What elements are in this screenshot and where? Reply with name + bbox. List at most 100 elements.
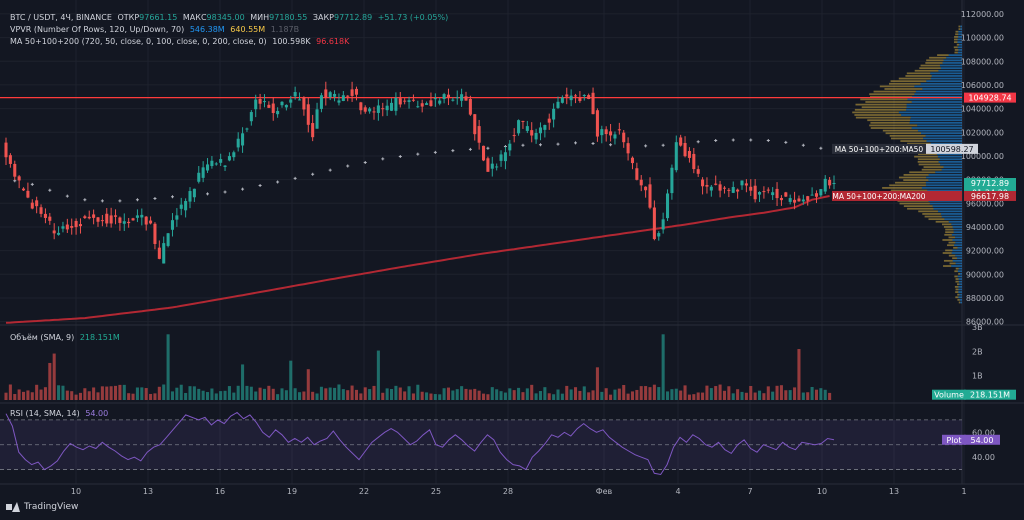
volume-bar-down bbox=[127, 393, 131, 400]
candle-up bbox=[210, 160, 214, 167]
price-tick-label: 106000.00 bbox=[961, 81, 1004, 90]
candle-up bbox=[771, 192, 775, 196]
volume-bar-down bbox=[302, 391, 306, 400]
volume-pane[interactable] bbox=[4, 334, 832, 400]
volume-bar-down bbox=[473, 388, 477, 400]
candle-up bbox=[560, 97, 564, 103]
candle-down bbox=[446, 94, 451, 98]
volume-bar-down bbox=[749, 386, 753, 400]
rsi-pane[interactable] bbox=[0, 411, 962, 476]
volume-legend[interactable]: Объём (SMA, 9) 218.151M bbox=[10, 333, 123, 343]
candle-up bbox=[175, 215, 179, 220]
candle-down bbox=[8, 155, 12, 164]
volume-bar-down bbox=[446, 387, 451, 400]
volume-bar-down bbox=[477, 390, 481, 400]
candle-up bbox=[674, 142, 678, 171]
volume-bar-up bbox=[162, 384, 166, 400]
ma50-dot bbox=[83, 198, 87, 202]
vpvr-legend[interactable]: VPVR (Number Of Rows, 120, Up/Down, 70) … bbox=[10, 25, 302, 35]
rsi-legend[interactable]: RSI (14, SMA, 14) 54.00 bbox=[10, 409, 111, 419]
price-tick-label: 108000.00 bbox=[961, 57, 1004, 66]
profile-row-down bbox=[957, 46, 962, 49]
profile-row-up bbox=[955, 296, 959, 299]
ma50-dot bbox=[521, 143, 525, 147]
ma-name-label-bg bbox=[926, 190, 962, 201]
candle-down bbox=[468, 98, 472, 115]
volume-bar-up bbox=[201, 390, 205, 400]
volume-bar-up bbox=[227, 386, 231, 400]
profile-row-up bbox=[957, 283, 960, 286]
rsi-band bbox=[0, 419, 962, 470]
volume-name-label: Volume bbox=[934, 391, 964, 400]
volume-bar-down bbox=[609, 394, 613, 400]
profile-row-up bbox=[923, 166, 944, 168]
volume-bar-down bbox=[630, 391, 635, 400]
ma-legend[interactable]: MA 50+100+200 (720, 50, close, 0, 100, c… bbox=[10, 37, 352, 47]
candle-up bbox=[661, 219, 665, 230]
candle-up bbox=[389, 102, 394, 111]
volume-bar-down bbox=[718, 384, 722, 400]
candle-down bbox=[749, 186, 753, 191]
candle-down bbox=[705, 185, 709, 187]
profile-row-down bbox=[907, 98, 962, 101]
volume-bar-up bbox=[254, 391, 258, 400]
profile-row-up bbox=[948, 254, 956, 257]
candle-up bbox=[425, 103, 429, 105]
volume-bar-down bbox=[372, 385, 376, 400]
volume-bar-up bbox=[184, 392, 188, 400]
profile-row-down bbox=[942, 62, 962, 64]
ma50-dot bbox=[135, 198, 139, 202]
profile-row-down bbox=[957, 51, 962, 54]
volume-bar-down bbox=[420, 391, 424, 400]
candle-down bbox=[43, 213, 47, 218]
profile-row-up bbox=[898, 176, 927, 179]
candle-down bbox=[779, 197, 783, 201]
tradingview-logo[interactable]: TradingView bbox=[6, 502, 78, 512]
profile-row-down bbox=[955, 236, 962, 239]
ma-name-label-bg bbox=[832, 190, 926, 201]
volume-bar-down bbox=[604, 388, 608, 400]
volume-bar-down bbox=[626, 393, 630, 400]
profile-row-down bbox=[925, 134, 962, 137]
volume-bar-up bbox=[394, 385, 398, 400]
profile-row-up bbox=[953, 46, 958, 49]
volume-bar-up bbox=[569, 389, 573, 400]
profile-row-down bbox=[957, 38, 962, 41]
profile-row-up bbox=[954, 51, 958, 54]
profile-row-up bbox=[954, 38, 958, 41]
change-value: +51.73 (+0.05%) bbox=[377, 13, 449, 22]
ma200-line bbox=[5, 195, 830, 324]
candle-up bbox=[337, 100, 341, 103]
price-pane[interactable] bbox=[0, 81, 962, 324]
volume-bar-up bbox=[665, 391, 670, 400]
volume-bar-up bbox=[670, 389, 674, 400]
symbol-title[interactable]: BTC / USDT, 4Ч, BINANCE bbox=[10, 13, 112, 22]
candle-up bbox=[328, 92, 332, 98]
profile-row-down bbox=[951, 223, 962, 226]
profile-row-down bbox=[953, 231, 962, 234]
candle-down bbox=[346, 95, 350, 97]
volume-bar-up bbox=[709, 388, 713, 400]
volume-bar-up bbox=[451, 390, 455, 400]
tradingview-logo-text: TradingView bbox=[24, 502, 79, 512]
volume-bar-down bbox=[306, 369, 310, 400]
profile-row-down bbox=[958, 291, 962, 293]
profile-row-down bbox=[946, 56, 962, 59]
volume-bar-down bbox=[78, 392, 83, 400]
price-tick-label: 90000.00 bbox=[966, 270, 1004, 279]
volume-bar-up bbox=[560, 393, 564, 400]
price-tick-label: 96000.00 bbox=[966, 199, 1004, 208]
profile-row-down bbox=[935, 171, 962, 174]
candle-down bbox=[157, 247, 161, 259]
volume-bar-up bbox=[170, 391, 175, 400]
profile-row-down bbox=[921, 187, 962, 189]
ma50-dot bbox=[644, 144, 648, 148]
candle-up bbox=[525, 126, 529, 131]
candle-down bbox=[587, 95, 591, 99]
volume-bar-down bbox=[814, 389, 819, 400]
volume-value-label-bg bbox=[964, 389, 1016, 400]
profile-row-down bbox=[928, 174, 962, 176]
candle-down bbox=[96, 217, 100, 222]
volume-bar-up bbox=[166, 334, 170, 400]
